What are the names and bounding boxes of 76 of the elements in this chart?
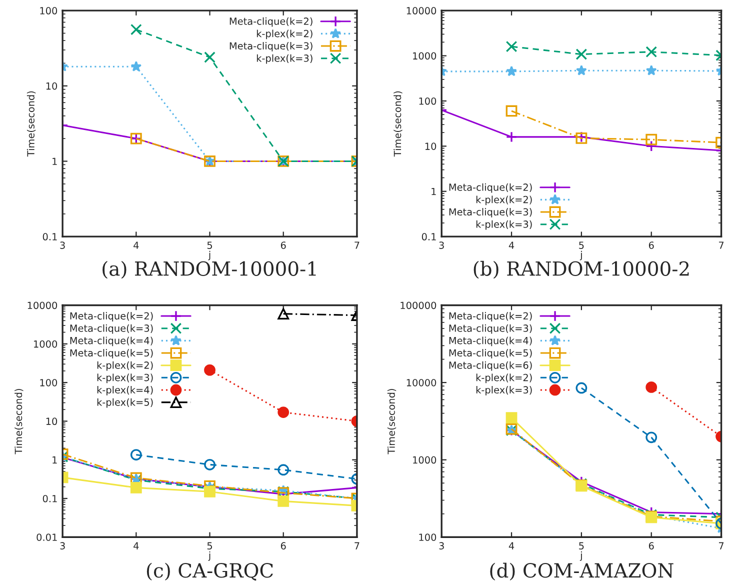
- legend-label: Meta-clique(k=2): [449, 312, 532, 322]
- legend-label: Meta-clique(k=3): [70, 324, 153, 334]
- legend-label: Meta-clique(k=3): [449, 324, 532, 334]
- y-tick-label: 1: [432, 188, 436, 196]
- y-tick-label: 10: [425, 142, 436, 150]
- legend-label: k-plex(k=2): [476, 374, 532, 384]
- x-tick-label: 6: [648, 542, 654, 550]
- legend-label: Meta-clique(k=3): [449, 208, 532, 218]
- y-tick-label: 10000: [406, 379, 436, 386]
- text: (d) COM-AMAZON: [490, 562, 674, 580]
- y-tick-label: 10000: [406, 7, 436, 14]
- x-tick-label: 4: [508, 242, 514, 249]
- legend-label: k-plex(k=5): [97, 398, 153, 408]
- legend-label: k-plex(k=4): [97, 386, 153, 396]
- legend-label: Meta-clique(k=2): [230, 17, 312, 27]
- y-tick-label: 1000: [34, 340, 58, 348]
- x-tick-label: 5: [579, 242, 584, 249]
- y-tick-label: 1: [52, 158, 57, 165]
- legend-label: Meta-clique(k=4): [449, 336, 532, 346]
- x-tick-label: 5: [579, 542, 584, 550]
- y-tick-label: 100: [40, 7, 58, 14]
- y-axis-title: Time(second): [14, 388, 24, 454]
- y-tick-label: 10: [46, 418, 58, 426]
- x-axis-title: j: [208, 551, 210, 561]
- x-tick-label: 4: [508, 542, 514, 550]
- legend-label: k-plex(k=2): [256, 30, 312, 40]
- legend-label: Meta-clique(k=4): [70, 336, 153, 346]
- x-tick-label: 3: [439, 242, 444, 249]
- x-axis-title: j: [580, 250, 582, 260]
- y-tick-label: 0.01: [36, 534, 57, 541]
- x-tick-label: 3: [60, 542, 65, 550]
- legend-label: k-plex(k=3): [97, 374, 153, 384]
- x-tick-label: 7: [718, 242, 724, 249]
- x-tick-label: 7: [354, 242, 360, 249]
- legend-label: Meta-clique(k=6): [449, 361, 532, 371]
- text: (c) CA-GRQC: [146, 562, 273, 581]
- x-tick-label: 3: [60, 242, 65, 249]
- y-tick-label: 0.1: [42, 233, 57, 240]
- text: (a) RANDOM-10000-1: [102, 260, 316, 279]
- y-tick-label: 10000: [28, 302, 58, 310]
- y-axis-title: Time(second): [387, 388, 396, 454]
- x-tick-label: 4: [134, 242, 139, 249]
- legend-label: Meta-clique(k=5): [70, 349, 153, 358]
- legend-label: k-plex(k=2): [476, 196, 532, 206]
- x-tick-label: 5: [207, 542, 212, 550]
- y-tick-label: 0.1: [422, 233, 436, 240]
- y-tick-label: 100: [419, 534, 436, 541]
- legend-label: k-plex(k=3): [256, 54, 312, 64]
- x-tick-label: 7: [718, 542, 724, 550]
- x-tick-label: 3: [439, 542, 444, 550]
- y-axis-title: Time(second): [26, 91, 36, 157]
- x-tick-label: 4: [134, 542, 139, 550]
- x-tick-label: 5: [207, 242, 212, 249]
- y-tick-label: 0.1: [42, 494, 57, 502]
- legend-label: Meta-clique(k=2): [70, 312, 153, 322]
- x-tick-label: 7: [354, 542, 360, 550]
- y-tick-label: 10: [46, 82, 58, 90]
- y-tick-label: 100000: [400, 302, 436, 310]
- y-tick-label: 100: [40, 379, 58, 386]
- legend-label: Meta-clique(k=3): [230, 42, 312, 52]
- legend-label: k-plex(k=3): [476, 220, 532, 230]
- y-tick-label: 1000: [413, 456, 436, 464]
- x-tick-label: 6: [280, 242, 286, 249]
- x-axis-title: j: [208, 250, 210, 260]
- text: (b) RANDOM-10000-2: [474, 260, 689, 279]
- y-tick-label: 100: [419, 97, 436, 105]
- legend-label: k-plex(k=2): [97, 361, 153, 371]
- x-axis-title: j: [580, 551, 582, 561]
- legend-label: Meta-clique(k=2): [449, 183, 532, 193]
- legend-label: k-plex(k=3): [476, 386, 532, 396]
- y-tick-label: 1: [52, 456, 57, 464]
- x-tick-label: 6: [648, 242, 654, 249]
- y-axis-title: Time(second): [394, 91, 402, 157]
- legend-label: Meta-clique(k=5): [449, 349, 532, 358]
- y-tick-label: 1000: [413, 52, 436, 60]
- x-tick-label: 6: [280, 542, 286, 550]
